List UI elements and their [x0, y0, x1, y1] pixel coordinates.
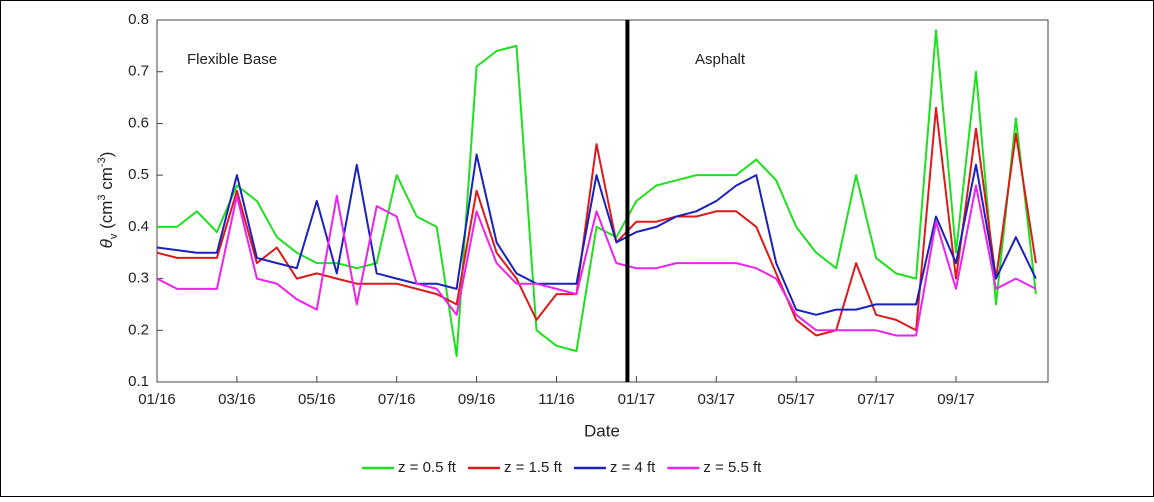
legend-label: z = 1.5 ft: [504, 459, 563, 476]
x-tick-label: 09/17: [937, 391, 975, 408]
x-tick-label: 01/17: [618, 391, 656, 408]
y-axis-title-part: cm: [97, 167, 116, 194]
y-tick-label: 0.2: [128, 321, 149, 338]
series-line: [157, 29, 1037, 358]
y-tick-label: 0.7: [128, 63, 149, 80]
y-axis-title-part: ): [97, 152, 116, 158]
series-line: [156, 106, 1037, 337]
y-axis-title-part: (cm: [97, 201, 116, 234]
annotation: Asphalt: [695, 51, 746, 68]
x-tick-label: 11/16: [538, 391, 574, 408]
x-tick-label: 09/16: [458, 391, 496, 408]
y-tick-label: 0.8: [128, 11, 149, 28]
legend-label: z = 0.5 ft: [398, 459, 457, 476]
x-tick-label: 05/17: [777, 391, 815, 408]
y-axis-title: θv (cm3 cm-3): [96, 152, 120, 249]
y-tick-label: 0.5: [128, 166, 149, 183]
y-tick-label: 0.6: [128, 114, 149, 131]
x-tick-label: 05/16: [298, 391, 336, 408]
y-axis-title-part: v: [108, 233, 120, 239]
plot-area: [156, 19, 1049, 383]
x-tick-label: 01/16: [138, 391, 176, 408]
y-tick-label: 0.4: [128, 218, 149, 235]
y-tick-label: 0.1: [128, 373, 149, 390]
x-tick-label: 03/16: [218, 391, 256, 408]
legend-label: z = 5.5 ft: [703, 459, 762, 476]
y-axis-title-part: -3: [96, 157, 108, 167]
y-axis-title-part: 3: [96, 194, 108, 200]
x-tick-label: 07/17: [857, 391, 895, 408]
x-tick-label: 07/16: [378, 391, 416, 408]
y-axis-title-part: θ: [97, 238, 116, 248]
series-line: [156, 153, 1037, 316]
x-axis-title: Date: [584, 421, 620, 440]
y-tick-label: 0.3: [128, 270, 149, 287]
annotation: Flexible Base: [187, 51, 277, 68]
legend-label: z = 4 ft: [610, 459, 656, 476]
series-line: [156, 184, 1037, 337]
x-tick-label: 03/17: [698, 391, 736, 408]
